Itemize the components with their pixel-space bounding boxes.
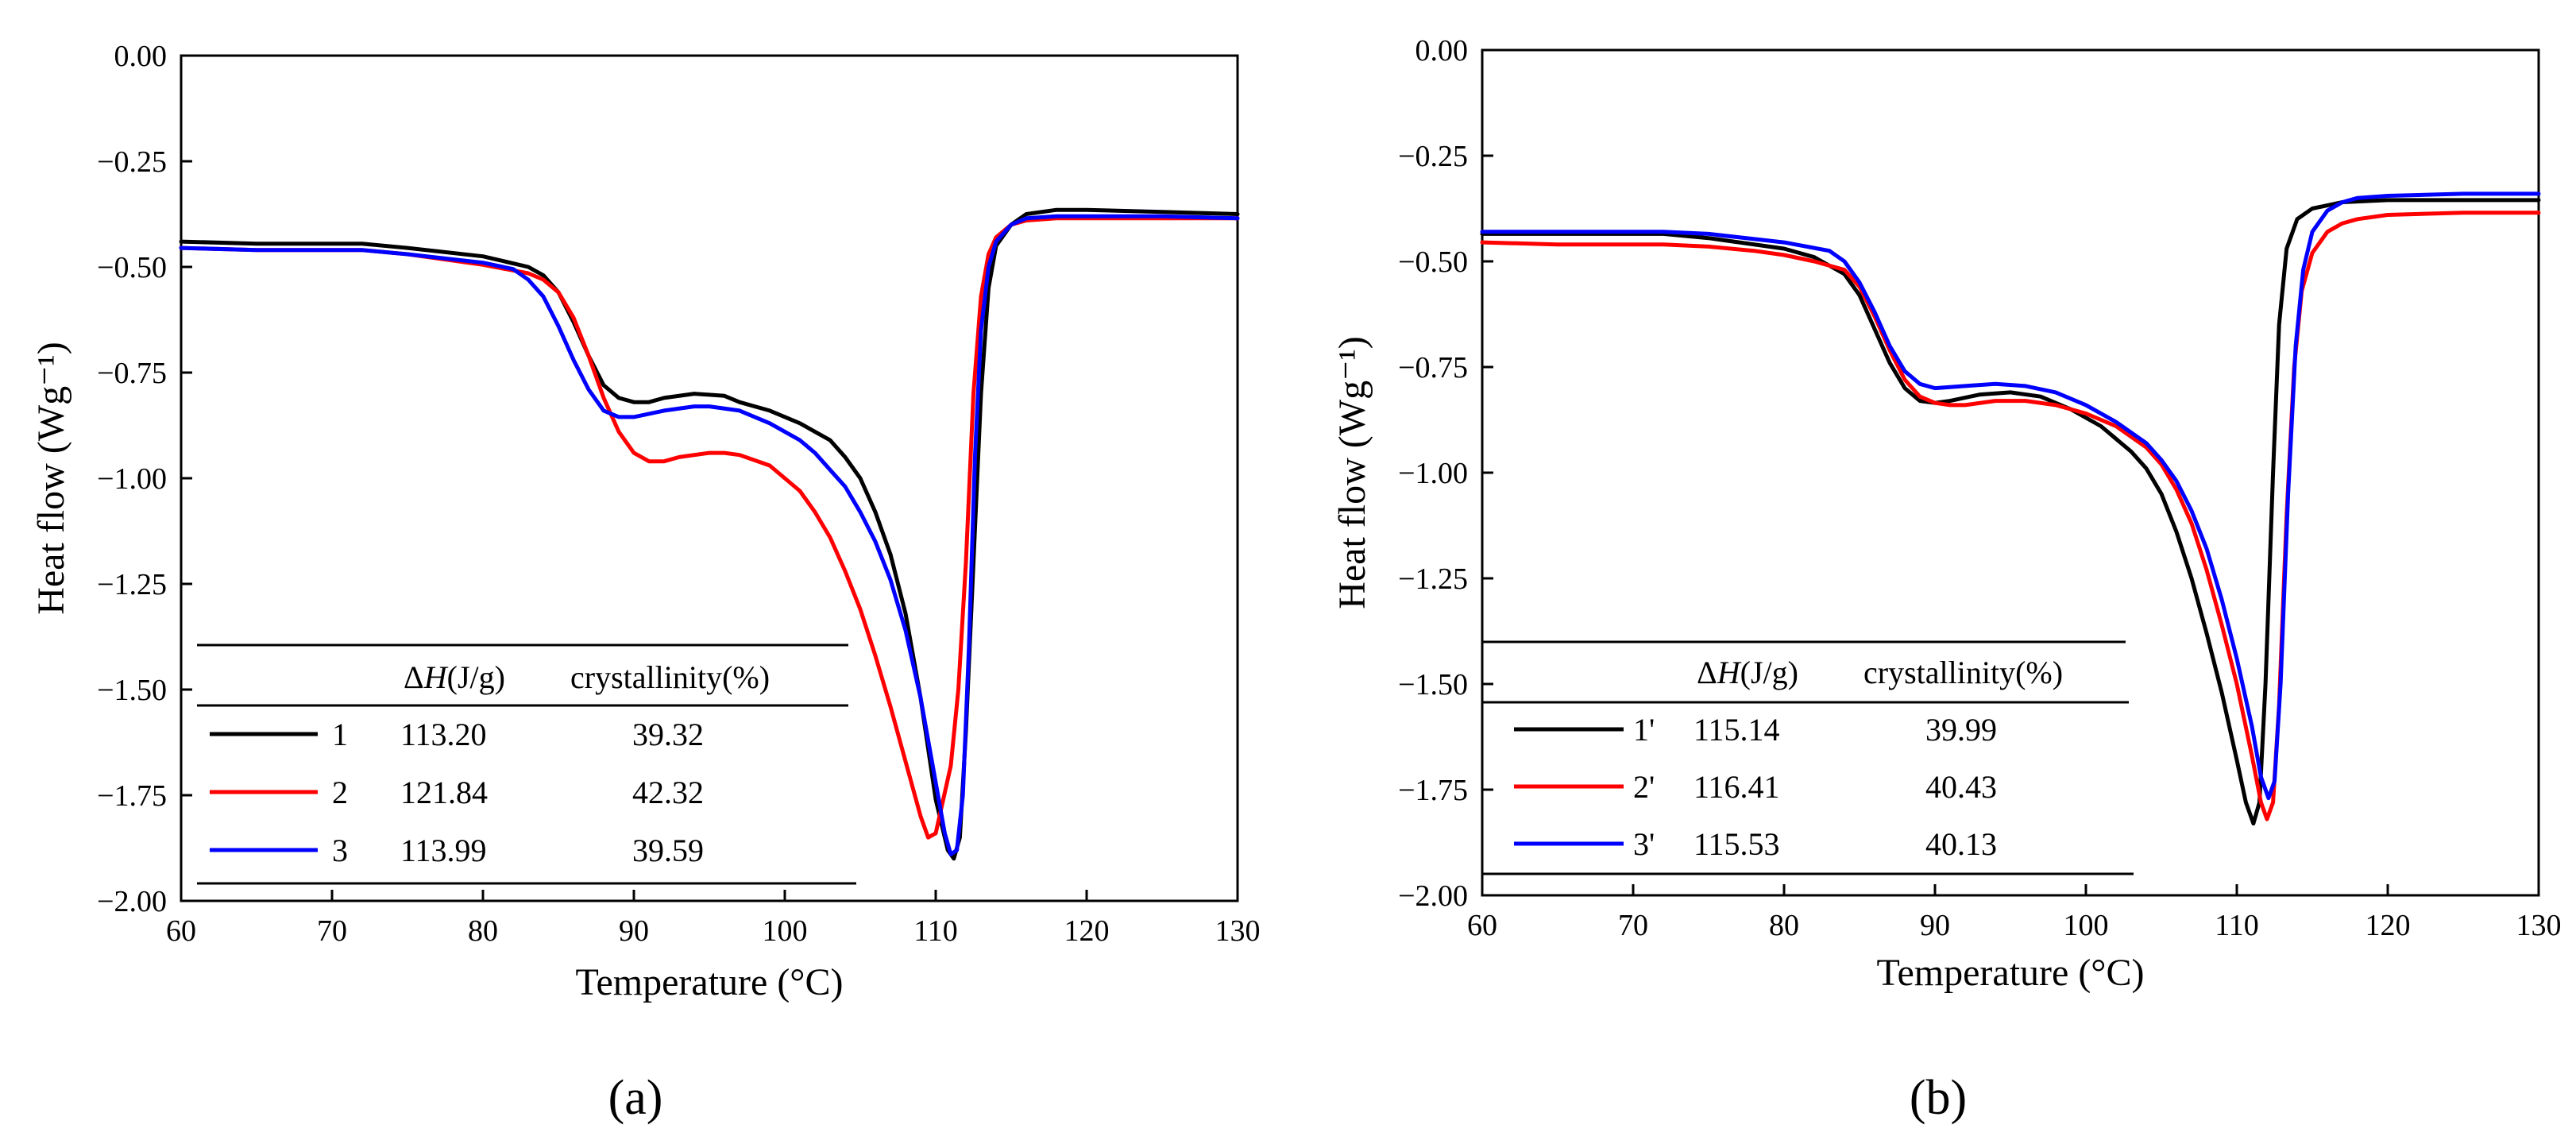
y-tick-label: −0.25 bbox=[1398, 140, 1468, 173]
y-tick-label: −2.00 bbox=[1398, 879, 1468, 913]
table-header-dh-var-a: H bbox=[423, 659, 449, 695]
y-tick-label: −1.25 bbox=[97, 568, 167, 601]
table-header-cryst-a: crystallinity(%) bbox=[570, 659, 770, 695]
series-lines-b bbox=[1480, 191, 2541, 826]
y-tick-label: −1.50 bbox=[97, 674, 167, 707]
table-header-dh-var-b: H bbox=[1717, 655, 1742, 690]
y-tick-label: −1.75 bbox=[1398, 774, 1468, 807]
table-dh-3: 113.99 bbox=[400, 833, 487, 868]
x-tick-label: 120 bbox=[1064, 914, 1110, 948]
table-cryst-1p: 39.99 bbox=[1925, 712, 1997, 748]
y-tick-label: −2.00 bbox=[97, 885, 167, 918]
y-tick-label: −1.50 bbox=[1398, 668, 1468, 701]
y-tick-label: −0.50 bbox=[1398, 245, 1468, 279]
x-tick-label: 90 bbox=[619, 914, 649, 948]
series-line-a-1 bbox=[179, 207, 1240, 861]
table-row: 1 113.20 39.32 bbox=[210, 717, 704, 752]
x-tick-label: 110 bbox=[2215, 909, 2259, 942]
table-row: 3' 115.53 40.13 bbox=[1514, 826, 1997, 862]
series-line-a-2 bbox=[179, 216, 1240, 840]
table-dh-1p: 115.14 bbox=[1694, 712, 1780, 748]
y-tick-label: −1.00 bbox=[1398, 457, 1468, 490]
table-dh-3p: 115.53 bbox=[1694, 826, 1780, 862]
series-lines-a bbox=[179, 207, 1240, 861]
legend-label-1p: 1' bbox=[1633, 712, 1655, 748]
legend-table-a: ΔH(J/g) crystallinity(%) 1 113.20 39.32 … bbox=[197, 643, 856, 885]
axis-ticks-b: 60 70 80 90 100 110 120 130 0.00 −0.25 −0.50 −0.75 −… bbox=[1398, 34, 2561, 942]
y-tick-label: −1.00 bbox=[97, 462, 167, 496]
table-dh-2p: 116.41 bbox=[1694, 769, 1780, 805]
table-header-cryst-b: crystallinity(%) bbox=[1863, 655, 2063, 690]
table-cryst-1: 39.32 bbox=[632, 717, 704, 752]
x-tick-label: 100 bbox=[2064, 909, 2109, 942]
legend-label-2p: 2' bbox=[1633, 769, 1655, 805]
table-cryst-3p: 40.13 bbox=[1925, 826, 1997, 862]
table-header-dh-symbol-a: Δ bbox=[404, 659, 424, 695]
table-cryst-3: 39.59 bbox=[632, 833, 704, 868]
x-tick-label: 110 bbox=[913, 914, 958, 948]
table-dh-2: 121.84 bbox=[400, 775, 488, 810]
table-cryst-2p: 40.43 bbox=[1925, 769, 1997, 805]
y-tick-label: 0.00 bbox=[1415, 34, 1469, 68]
y-tick-label: −0.50 bbox=[97, 251, 167, 284]
x-tick-label: 70 bbox=[317, 914, 347, 948]
table-header-dh-b: ΔH(J/g) bbox=[1697, 655, 1798, 690]
table-dh-1: 113.20 bbox=[400, 717, 487, 752]
x-tick-label: 60 bbox=[166, 914, 196, 948]
legend-label-3p: 3' bbox=[1633, 826, 1655, 862]
x-tick-label: 60 bbox=[1467, 909, 1497, 942]
table-header-dh-unit-a: (J/g) bbox=[447, 659, 505, 695]
series-line-a-3 bbox=[179, 214, 1240, 856]
x-axis-title-b: Temperature (°C) bbox=[1876, 952, 2144, 994]
series-line-b-3 bbox=[1480, 191, 2541, 801]
y-tick-label: −1.25 bbox=[1398, 562, 1468, 596]
legend-table-b: ΔH(J/g) crystallinity(%) 1' 115.14 39.99… bbox=[1482, 640, 2134, 875]
x-tick-label: 70 bbox=[1618, 909, 1648, 942]
x-tick-label: 130 bbox=[1215, 914, 1261, 948]
panel-a: 60 70 80 90 100 110 120 130 0.00 −0.25 −0.50 −0.75 −… bbox=[30, 40, 1261, 1125]
panel-b: 60 70 80 90 100 110 120 130 0.00 −0.25 −0.50 −0.75 −… bbox=[1331, 34, 2562, 1125]
table-header-dh-unit-b: (J/g) bbox=[1740, 655, 1798, 690]
y-tick-label: −0.75 bbox=[97, 357, 167, 390]
y-axis-title-a: Heat flow (Wg⁻¹) bbox=[30, 342, 72, 615]
table-row: 2 121.84 42.32 bbox=[210, 775, 704, 810]
x-axis-title-a: Temperature (°C) bbox=[575, 961, 843, 1003]
axis-ticks-a: 60 70 80 90 100 110 120 130 0.00 −0.25 −0.50 −0.75 −… bbox=[97, 40, 1260, 948]
legend-label-1: 1 bbox=[332, 717, 348, 752]
table-header-dh-a: ΔH(J/g) bbox=[404, 659, 505, 695]
y-axis-title-b: Heat flow (Wg⁻¹) bbox=[1331, 336, 1373, 609]
table-row: 3 113.99 39.59 bbox=[210, 833, 704, 868]
y-tick-label: −0.75 bbox=[1398, 351, 1468, 385]
panel-label-b: (b) bbox=[1910, 1071, 1967, 1125]
y-tick-label: −1.75 bbox=[97, 779, 167, 813]
legend-label-3: 3 bbox=[332, 833, 348, 868]
x-tick-label: 80 bbox=[468, 914, 498, 948]
legend-label-2: 2 bbox=[332, 775, 348, 810]
table-header-dh-symbol-b: Δ bbox=[1697, 655, 1717, 690]
y-tick-label: 0.00 bbox=[114, 40, 168, 73]
x-tick-label: 130 bbox=[2516, 909, 2562, 942]
panel-label-a: (a) bbox=[608, 1071, 663, 1125]
table-row: 1' 115.14 39.99 bbox=[1514, 712, 1997, 748]
table-row: 2' 116.41 40.43 bbox=[1514, 769, 1997, 805]
x-tick-label: 120 bbox=[2366, 909, 2411, 942]
table-cryst-2: 42.32 bbox=[632, 775, 704, 810]
x-tick-label: 80 bbox=[1769, 909, 1799, 942]
x-tick-label: 100 bbox=[763, 914, 808, 948]
x-tick-label: 90 bbox=[1920, 909, 1950, 942]
y-tick-label: −0.25 bbox=[97, 145, 167, 179]
